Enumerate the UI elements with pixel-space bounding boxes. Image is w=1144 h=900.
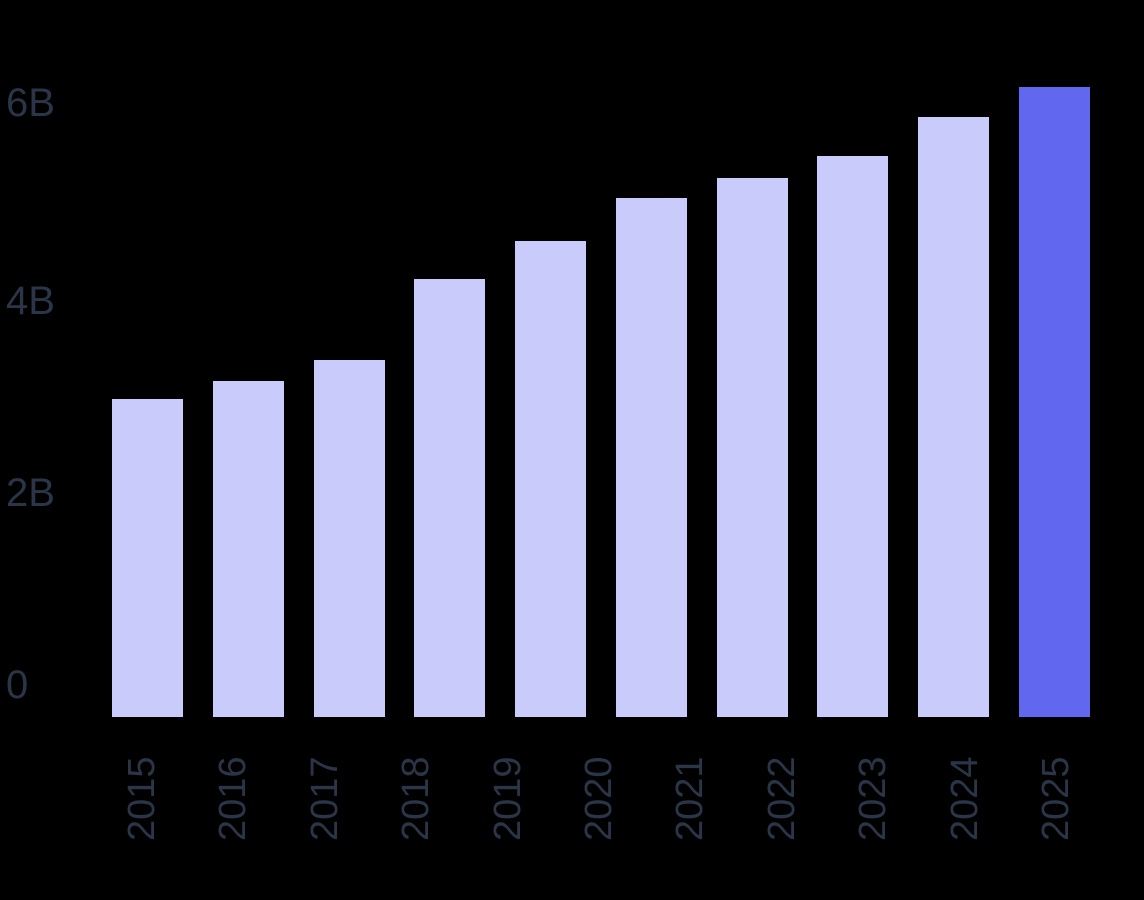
x-axis-tick-label: 2025: [1035, 756, 1077, 841]
x-axis-tick-label: 2020: [578, 756, 620, 841]
y-axis-tick-label: 0: [6, 663, 29, 707]
x-axis-tick-label: 2018: [395, 756, 437, 841]
x-axis-tick-label: 2022: [761, 756, 803, 841]
chart-bar: [717, 178, 788, 717]
y-axis-tick-label: 4B: [6, 279, 55, 323]
chart-bar: [213, 381, 284, 717]
chart-bar: [112, 399, 183, 717]
chart-bar: [314, 360, 385, 717]
x-axis-tick-label: 2024: [944, 756, 986, 841]
chart-bar: [817, 156, 888, 717]
y-axis-tick-label: 2B: [6, 471, 55, 515]
chart-bar: [616, 198, 687, 717]
chart-bar: [515, 241, 586, 717]
x-axis-tick-label: 2021: [669, 756, 711, 841]
chart-bar: [414, 279, 485, 717]
x-axis-tick-label: 2015: [121, 756, 163, 841]
chart-bar: [918, 117, 989, 717]
y-axis-tick-label: 6B: [6, 81, 55, 125]
x-axis-tick-label: 2023: [852, 756, 894, 841]
x-axis-tick-label: 2017: [304, 756, 346, 841]
x-axis-tick-label: 2019: [487, 756, 529, 841]
chart-bar: [1019, 87, 1090, 717]
x-axis-tick-label: 2016: [212, 756, 254, 841]
